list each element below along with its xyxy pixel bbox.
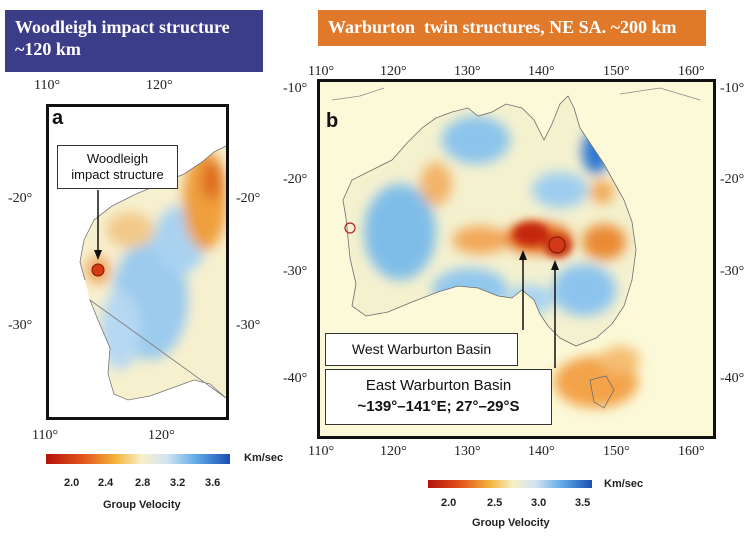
panel-a-lat-right-30: -30° <box>236 318 261 333</box>
panel-a-lat-right-20: -20° <box>236 191 261 206</box>
panel-b-colorbar-tick-2: 2.5 <box>487 497 503 509</box>
panel-b-colorbar <box>428 480 592 488</box>
panel-b-letter: b <box>326 110 339 132</box>
panel-b-lat-right-20: -20° <box>720 172 745 187</box>
panel-b-lon-bottom-120: 120° <box>380 444 407 459</box>
panel-b-lon-top-130: 130° <box>454 64 481 79</box>
woodleigh-marker-panel-b <box>344 222 356 234</box>
panel-b-title: Warburton twin structures, NE SA. ~200 k… <box>328 17 677 37</box>
panel-b-lon-top-150: 150° <box>603 64 630 79</box>
panel-b-lon-bottom-150: 150° <box>603 444 630 459</box>
panel-a-colorbar-tick-5: 3.6 <box>205 477 221 489</box>
panel-b-lat-left-20: -20° <box>283 172 308 187</box>
panel-a-lat-left-30: -30° <box>8 318 33 333</box>
panel-a-subtitle: ~120 km <box>15 39 81 59</box>
east-warburton-label: East Warburton Basin <box>365 377 512 394</box>
east-warburton-callout: East Warburton Basin ~139°–141°E; 27°–29… <box>325 369 552 425</box>
woodleigh-crater-marker <box>91 263 105 277</box>
panel-b-frame <box>317 79 716 439</box>
panel-b-lon-top-140: 140° <box>528 64 555 79</box>
panel-b-lon-top-160: 160° <box>678 64 705 79</box>
woodleigh-callout: Woodleigh impact structure <box>57 145 178 189</box>
east-warburton-marker <box>548 236 566 254</box>
panel-a-letter: a <box>52 107 64 129</box>
panel-b-colorbar-unit: Km/sec <box>604 478 644 490</box>
panel-b-lat-right-10: -10° <box>720 81 745 96</box>
panel-b-lon-bottom-140: 140° <box>528 444 555 459</box>
panel-b-title-banner: Warburton twin structures, NE SA. ~200 k… <box>318 10 706 46</box>
west-warburton-arrowhead <box>519 250 527 260</box>
panel-b-lon-bottom-110: 110° <box>308 444 335 459</box>
panel-a-colorbar-unit: Km/sec <box>244 452 284 464</box>
panel-b-lon-top-120: 120° <box>380 64 407 79</box>
panel-a-frame <box>46 104 229 420</box>
panel-b-colorbar-tick-3: 3.0 <box>531 497 547 509</box>
panel-a-lon-top-110: 110° <box>34 78 61 93</box>
tasmania-coastline <box>589 375 615 409</box>
panel-a-lon-bottom-110: 110° <box>32 428 59 443</box>
panel-b-lat-right-30: -30° <box>720 264 745 279</box>
panel-a-colorbar <box>46 454 230 464</box>
woodleigh-callout-line2: impact structure <box>71 167 164 182</box>
panel-a-colorbar-title: Group Velocity <box>103 499 181 511</box>
woodleigh-pointer-arrowhead <box>94 250 102 260</box>
panel-b-colorbar-title: Group Velocity <box>472 517 550 529</box>
panel-b-colorbar-tick-4: 3.5 <box>575 497 591 509</box>
woodleigh-callout-line1: Woodleigh <box>86 151 149 166</box>
panel-a-colorbar-tick-1: 2.0 <box>64 477 80 489</box>
panel-a-colorbar-tick-4: 3.2 <box>170 477 186 489</box>
panel-a-title-banner: Woodleigh impact structure ~120 km <box>5 10 263 72</box>
panel-a-colorbar-tick-2: 2.4 <box>98 477 114 489</box>
panel-a-colorbar-tick-3: 2.8 <box>135 477 151 489</box>
east-warburton-arrowhead <box>551 260 559 270</box>
panel-b-lat-left-40: -40° <box>283 371 308 386</box>
australia-coastline <box>342 95 637 347</box>
west-warburton-label: West Warburton Basin <box>351 341 492 357</box>
panel-b-lat-right-40: -40° <box>720 371 745 386</box>
panel-a-lon-bottom-120: 120° <box>148 428 175 443</box>
panel-a-lon-top-120: 120° <box>146 78 173 93</box>
east-warburton-coordinates: ~139°–141°E; 27°–29°S <box>357 398 520 415</box>
west-warburton-callout: West Warburton Basin <box>325 333 518 366</box>
panel-a-title: Woodleigh impact structure <box>15 17 230 37</box>
panel-b-lon-bottom-160: 160° <box>678 444 705 459</box>
panel-b-lon-top-110: 110° <box>308 64 335 79</box>
panel-b-lon-bottom-130: 130° <box>454 444 481 459</box>
panel-a-lat-left-20: -20° <box>8 191 33 206</box>
panel-b-lat-left-30: -30° <box>283 264 308 279</box>
panel-b-lat-left-10: -10° <box>283 81 308 96</box>
panel-b-colorbar-tick-1: 2.0 <box>441 497 457 509</box>
new-guinea-coastline <box>331 87 701 101</box>
